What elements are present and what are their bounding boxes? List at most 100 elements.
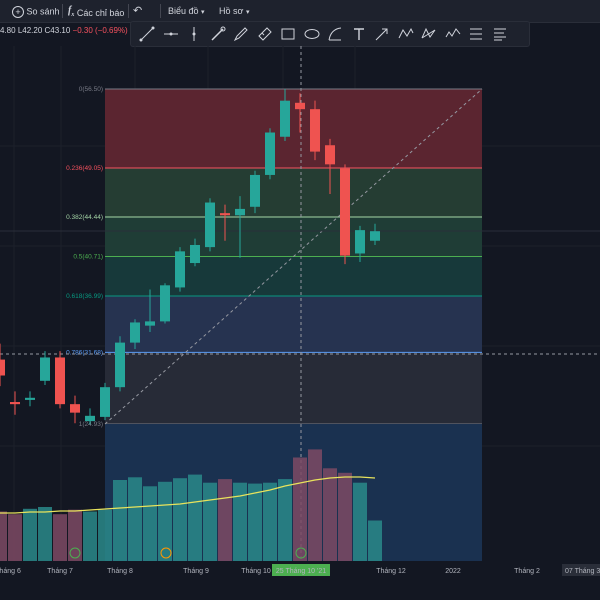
chevron-down-icon: ▾ — [245, 9, 250, 16]
ellipse-tool-button[interactable] — [302, 24, 322, 44]
candle[interactable] — [205, 198, 215, 252]
fib-retracement-tool-button[interactable] — [466, 24, 486, 44]
chevron-down-icon: ▾ — [201, 9, 205, 16]
add-compare-button[interactable]: + So sánh — [2, 0, 60, 22]
toolbar-divider — [62, 4, 63, 18]
fib-level-label: 1(24.93) — [79, 421, 103, 428]
candle[interactable] — [265, 128, 275, 180]
candle[interactable] — [55, 351, 65, 409]
function-icon: fx — [68, 5, 75, 18]
volume-bar — [128, 477, 142, 561]
candle[interactable] — [235, 196, 245, 258]
indicators-label: Các chỉ báo — [76, 8, 125, 18]
candle[interactable] — [295, 93, 305, 133]
volume-bar — [143, 486, 157, 561]
candle[interactable] — [115, 336, 125, 392]
undo-button[interactable]: ↶ — [133, 0, 142, 22]
change-value: −0.30 (−0.69%) — [72, 26, 128, 35]
volume-bar — [113, 480, 127, 561]
candle[interactable] — [10, 391, 20, 415]
candle[interactable] — [0, 343, 5, 387]
time-axis[interactable]: Tháng 6 Tháng 7 Tháng 8 Tháng 9 Tháng 10 25 T… — [0, 561, 600, 600]
candle[interactable] — [310, 100, 320, 161]
fib-level-label: 0.5(40.71) — [73, 254, 103, 261]
candle[interactable] — [220, 204, 230, 241]
fib-retracement[interactable]: 0(56.50) 0.236(49.05) 0.382(44.44) 0.5(40.7… — [66, 86, 483, 561]
volume-bar — [248, 483, 262, 561]
volume-bar — [308, 449, 322, 561]
candle[interactable] — [40, 351, 50, 386]
arrow-icon — [375, 28, 388, 41]
candle[interactable] — [325, 138, 335, 195]
arc-icon — [328, 27, 342, 41]
fib-level-label: 0.236(49.05) — [66, 165, 103, 172]
elliott-wave-tool-button[interactable] — [443, 24, 463, 44]
event-marker-icon[interactable] — [295, 547, 307, 559]
volume-bar — [38, 507, 52, 561]
candle[interactable] — [175, 247, 185, 292]
volume-bar — [323, 468, 337, 561]
pattern-tool-button[interactable] — [396, 24, 416, 44]
open-value: 4.80 — [0, 26, 16, 35]
vertical-line-icon — [192, 27, 196, 41]
candle[interactable] — [130, 319, 140, 349]
candle[interactable] — [70, 395, 80, 424]
candle[interactable] — [85, 408, 95, 425]
time-axis-label: 2022 — [445, 568, 461, 575]
crosshair-date-badge — [272, 564, 330, 576]
candle[interactable] — [25, 391, 35, 407]
fib-zone — [105, 89, 482, 169]
indicators-button[interactable]: fx Các chỉ báo — [68, 0, 124, 22]
candle[interactable] — [280, 89, 290, 141]
volume-bar — [368, 520, 382, 561]
arrow-tool-button[interactable] — [372, 24, 392, 44]
candle[interactable] — [160, 283, 170, 324]
candle[interactable] — [100, 382, 110, 421]
close-value: C43.10 — [44, 26, 71, 35]
volume-bar — [353, 482, 367, 561]
candle[interactable] — [190, 238, 200, 267]
fib-zone — [105, 216, 482, 257]
time-axis-label: Tháng 7 — [47, 568, 73, 575]
ohlc-legend: 4.80 L42.20 C43.10 −0.30 (−0.69%) — [0, 26, 128, 35]
candle[interactable] — [370, 223, 380, 245]
brush-tool-button[interactable] — [208, 24, 228, 44]
pattern-icon — [398, 27, 413, 39]
candle[interactable] — [355, 225, 365, 262]
volume-bar — [173, 478, 187, 561]
text-tool-button[interactable] — [349, 24, 369, 44]
time-axis-label: 25 Tháng 10 '21 — [276, 568, 326, 575]
volume-bar — [53, 514, 67, 561]
profile-menu[interactable]: Hồ sơ ▾ — [219, 0, 249, 22]
volume-bar — [68, 509, 82, 561]
volume-bar — [293, 457, 307, 561]
fib-extension-tool-button[interactable] — [490, 24, 510, 44]
volume-bar — [263, 482, 277, 561]
event-marker-icon[interactable] — [69, 547, 81, 559]
fib-level-label: 0.786(31.68) — [66, 349, 103, 356]
chart-type-menu[interactable]: Biểu đồ ▾ — [168, 0, 205, 22]
volume-bar — [158, 481, 172, 561]
volume-bar — [8, 514, 22, 561]
pencil-tool-button[interactable] — [231, 24, 251, 44]
plus-circle-icon: + — [12, 5, 24, 18]
xabcd-icon — [421, 27, 436, 39]
volume-bar — [338, 472, 352, 561]
rectangle-tool-button[interactable] — [278, 24, 298, 44]
candle[interactable] — [145, 289, 155, 332]
horizontal-line-tool-button[interactable] — [161, 24, 181, 44]
xabcd-tool-button[interactable] — [419, 24, 439, 44]
fib-level-label: 0.618(36.99) — [66, 293, 103, 300]
ruler-tool-button[interactable] — [255, 24, 275, 44]
trend-line-tool-button[interactable] — [137, 24, 157, 44]
volume-bar — [98, 509, 112, 561]
volume-bars — [0, 449, 382, 561]
vertical-line-tool-button[interactable] — [184, 24, 204, 44]
price-chart[interactable]: 0(56.50) 0.236(49.05) 0.382(44.44) 0.5(40.7… — [0, 46, 600, 600]
compare-label: So sánh — [26, 6, 60, 17]
event-marker-icon[interactable] — [160, 547, 172, 559]
candle[interactable] — [250, 170, 260, 214]
trend-line-icon — [139, 26, 155, 42]
arc-tool-button[interactable] — [325, 24, 345, 44]
candle[interactable] — [340, 164, 350, 265]
